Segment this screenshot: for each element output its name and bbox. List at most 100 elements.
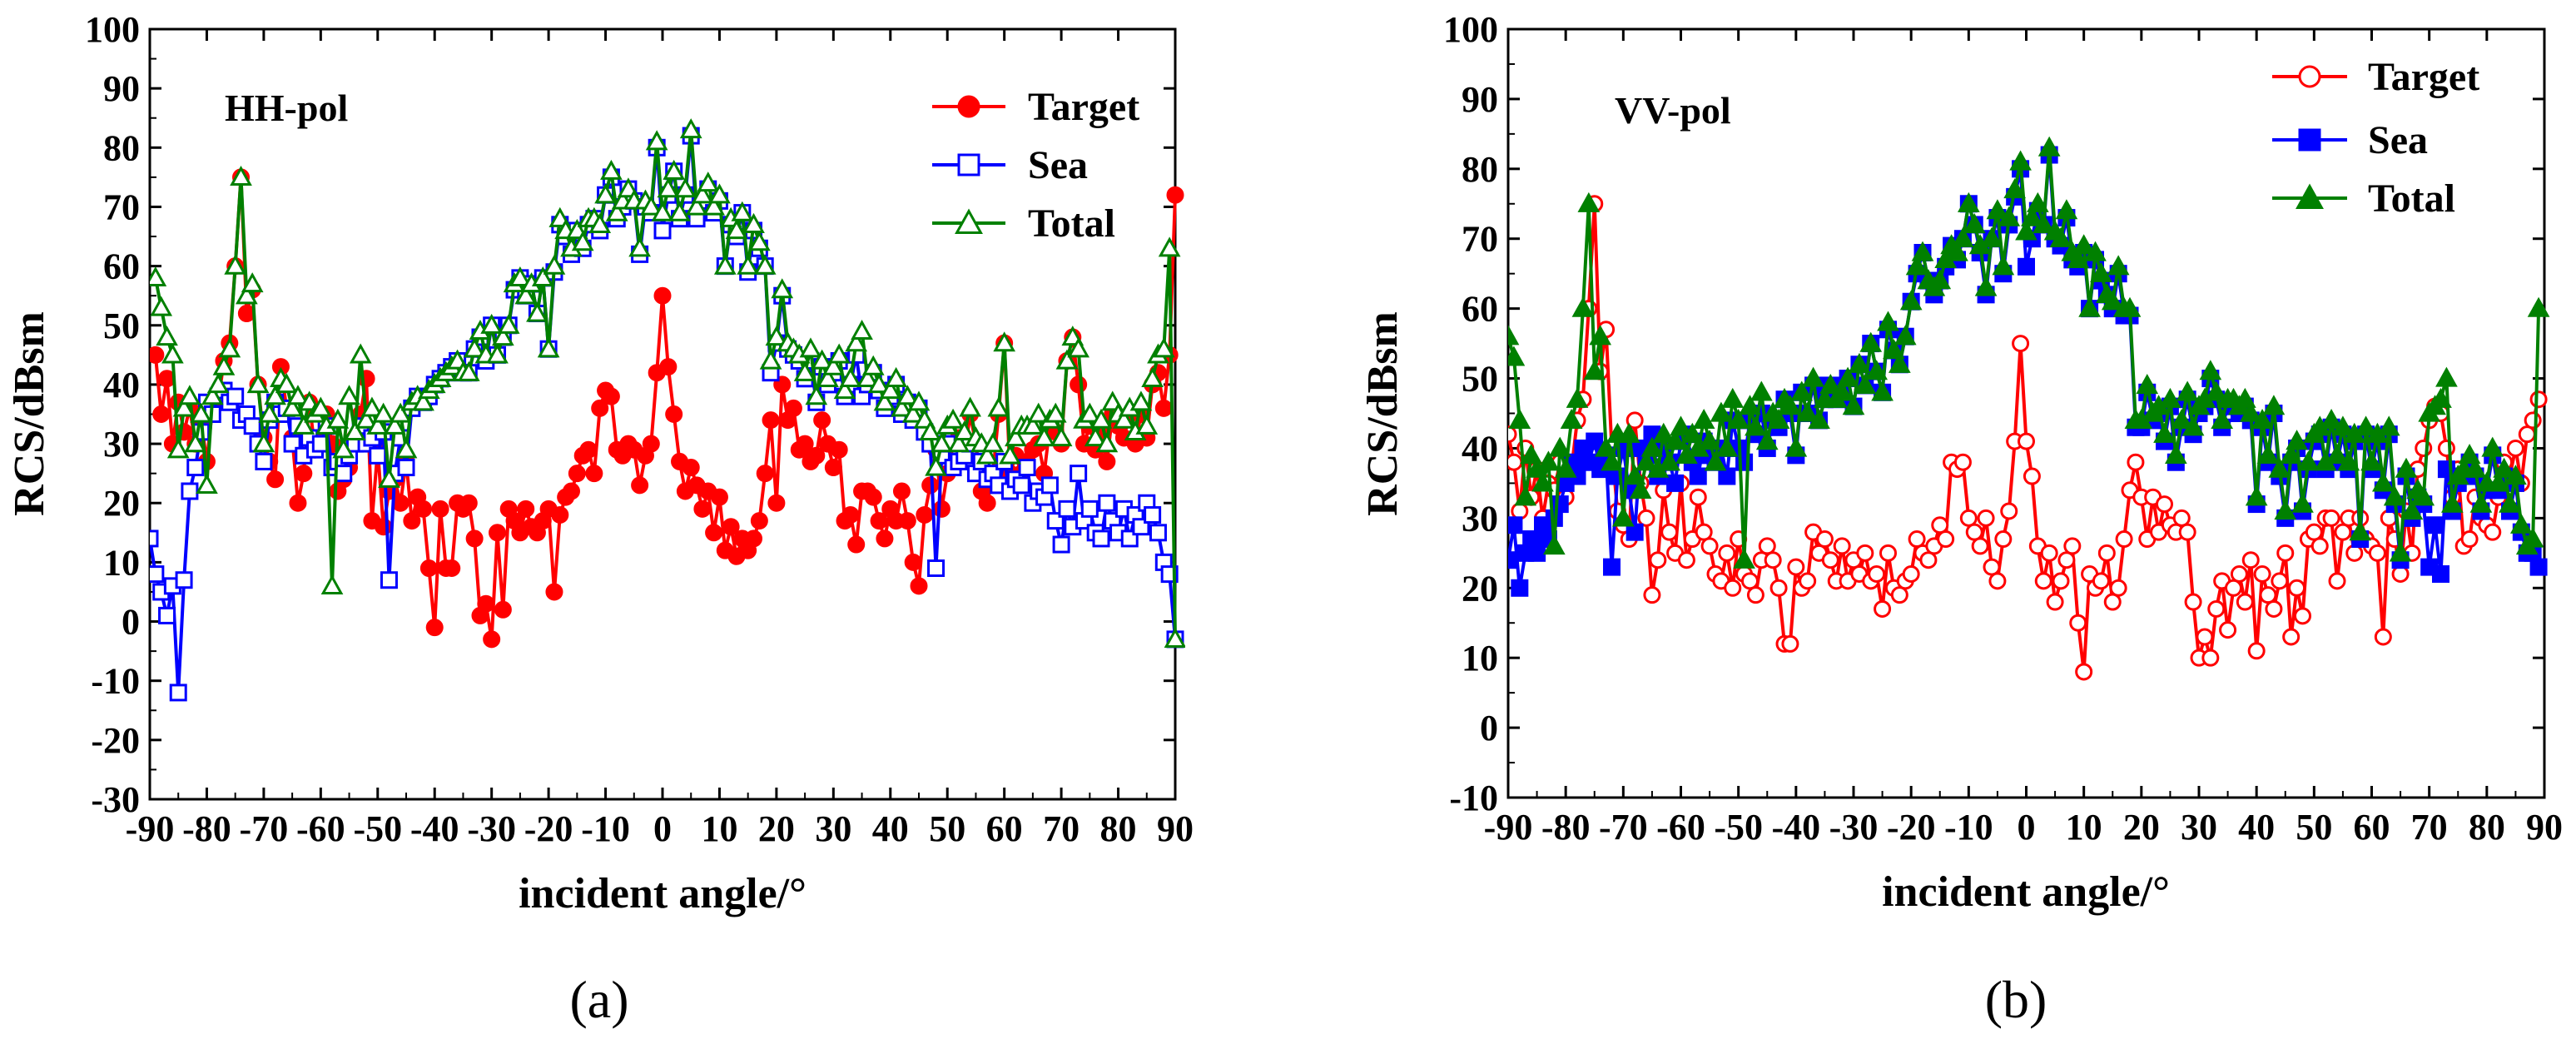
data-point: [1078, 402, 1101, 423]
data-point: [1784, 436, 1808, 457]
data-point: [2337, 450, 2360, 471]
data-point: [526, 301, 548, 322]
data-point: [150, 266, 167, 286]
data-point: [1508, 551, 1517, 569]
data-point: [1560, 409, 1583, 430]
data-point: [2262, 395, 2286, 415]
data-point: [2282, 628, 2301, 646]
data-point: [679, 118, 702, 139]
data-point: [1854, 374, 1877, 395]
data-point: [1808, 409, 1830, 430]
data-point: [1670, 415, 1692, 436]
data-point: [713, 254, 737, 275]
data-point: [813, 411, 831, 430]
legend-marker: [955, 208, 983, 235]
data-point: [1067, 337, 1089, 358]
data-point: [1635, 450, 1658, 471]
data-point: [665, 405, 683, 423]
legend-label: Total: [2368, 176, 2455, 221]
data-point: [1664, 430, 1686, 450]
data-point: [2211, 409, 2234, 430]
data-point: [1603, 558, 1621, 576]
data-point: [1012, 476, 1030, 495]
data-point: [1589, 325, 1612, 346]
data-point: [190, 402, 212, 423]
data-point: [1710, 401, 1733, 422]
y-tick-label: -10: [91, 661, 140, 702]
data-point: [2276, 544, 2295, 562]
data-point: [226, 387, 245, 405]
x-tick-label: -90: [1484, 807, 1533, 848]
data-point: [659, 358, 678, 376]
x-tick-label: 30: [815, 808, 851, 849]
data-point: [1836, 366, 1859, 387]
data-point: [1531, 471, 1554, 492]
data-point: [1745, 415, 1767, 436]
data-point: [1953, 453, 1972, 471]
data-point: [2355, 415, 2377, 436]
y-tick-label: -30: [91, 779, 140, 820]
data-point: [756, 465, 774, 483]
data-point: [237, 305, 256, 323]
data-point: [280, 396, 304, 417]
data-point: [266, 470, 285, 489]
data-point: [1583, 360, 1606, 380]
data-point: [771, 278, 794, 299]
data-point: [2207, 599, 2226, 618]
data-point: [668, 201, 691, 221]
data-point: [693, 500, 712, 518]
data-point: [509, 266, 532, 286]
data-point: [2521, 527, 2544, 548]
data-point: [742, 212, 765, 233]
polarization-annotation: HH-pol: [225, 87, 348, 129]
data-point: [206, 373, 230, 394]
data-point: [1089, 408, 1113, 429]
data-point: [759, 349, 782, 370]
data-point: [2389, 541, 2412, 562]
data-point: [1084, 426, 1107, 447]
y-tick-label: 80: [1462, 149, 1498, 190]
data-point: [2184, 593, 2202, 611]
data-point: [2109, 579, 2127, 597]
data-point: [585, 465, 603, 483]
data-point: [241, 272, 264, 293]
y-tick-label: 20: [103, 483, 140, 524]
data-point: [2219, 621, 2237, 639]
data-point: [1830, 380, 1854, 401]
y-tick-label: 0: [1480, 708, 1498, 748]
data-point: [1992, 255, 2015, 276]
data-point: [927, 559, 946, 577]
data-point: [369, 446, 387, 465]
data-point: [1692, 409, 1715, 430]
data-point: [1649, 551, 1667, 569]
data-point: [360, 396, 384, 417]
data-point: [1994, 530, 2013, 549]
data-point: [2481, 436, 2504, 457]
data-point: [1715, 436, 1739, 457]
data-point: [925, 455, 947, 476]
data-point: [172, 396, 196, 417]
data-point: [2034, 572, 2052, 590]
data-point: [2015, 220, 2037, 241]
data-point: [1586, 432, 1604, 450]
data-point: [953, 420, 976, 440]
data-point: [1769, 579, 1788, 597]
x-tick-label: -90: [126, 808, 175, 849]
data-point: [1819, 374, 1842, 395]
data-point: [642, 435, 660, 453]
data-point: [2230, 564, 2248, 583]
data-point: [901, 402, 925, 423]
data-point: [1548, 436, 1571, 457]
data-point: [2247, 642, 2266, 660]
data-point: [2286, 430, 2308, 450]
data-point: [725, 219, 748, 240]
data-point: [1566, 387, 1589, 408]
data-point: [344, 420, 366, 440]
data-point: [600, 159, 623, 180]
data-point: [628, 236, 651, 257]
x-tick-label: -50: [1714, 807, 1763, 848]
data-point: [1727, 409, 1750, 430]
data-point: [674, 177, 697, 198]
data-point: [186, 459, 205, 477]
data-point: [1052, 535, 1070, 554]
